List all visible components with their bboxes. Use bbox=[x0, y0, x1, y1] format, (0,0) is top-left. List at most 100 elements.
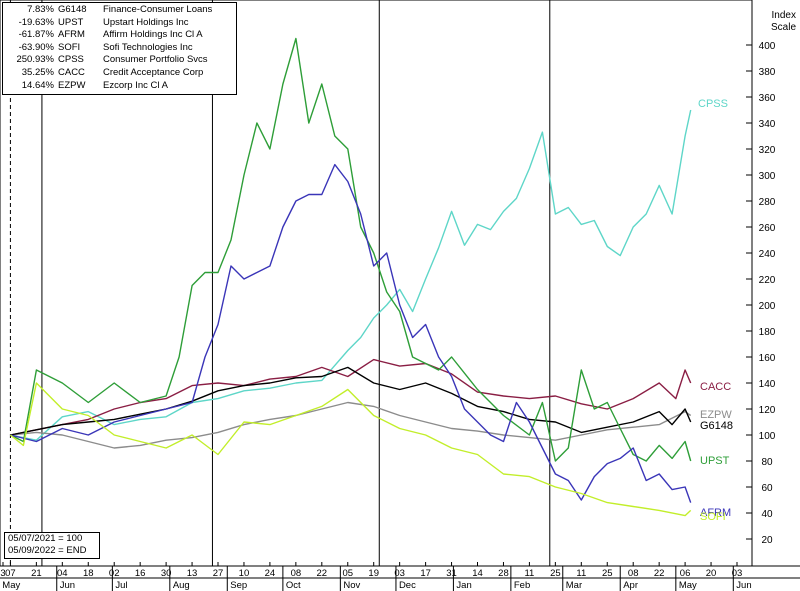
x-tick-label: 3 bbox=[0, 568, 5, 579]
y-axis-title-line: Scale bbox=[770, 22, 796, 33]
y-tick-label: 280 bbox=[759, 197, 776, 208]
series-label-sofi: SOFI bbox=[700, 511, 726, 523]
legend-percent-change: 7.83% bbox=[27, 4, 54, 15]
legend-percent-change: -19.63% bbox=[18, 16, 54, 28]
x-tick-label: 06 bbox=[680, 568, 691, 579]
month-label: Oct bbox=[286, 580, 301, 591]
series-label-afrm: AFRM bbox=[700, 507, 731, 519]
x-tick-label: 22 bbox=[317, 568, 328, 579]
x-tick-label: 24 bbox=[265, 568, 276, 579]
month-label: Dec bbox=[399, 580, 416, 591]
legend-symbol: AFRM bbox=[58, 29, 85, 41]
x-tick-label: 04 bbox=[57, 568, 68, 579]
y-tick-label: 300 bbox=[759, 171, 776, 182]
x-tick-label: 08 bbox=[291, 568, 302, 579]
x-tick-label: 18 bbox=[83, 568, 94, 579]
month-label: May bbox=[679, 580, 697, 591]
x-tick-label: 10 bbox=[239, 568, 250, 579]
legend-symbol: G6148 bbox=[58, 4, 87, 15]
x-tick-label: 16 bbox=[135, 568, 146, 579]
x-tick-label: 21 bbox=[31, 568, 42, 579]
series-label-cacc: CACC bbox=[700, 381, 731, 393]
legend-percent-change: 35.25% bbox=[21, 67, 54, 78]
series-label-upst: UPST bbox=[700, 455, 730, 467]
y-tick-label: 20 bbox=[761, 535, 773, 546]
legend-symbol: SOFI bbox=[58, 41, 81, 53]
y-tick-label: 40 bbox=[761, 509, 773, 520]
y-tick-label: 340 bbox=[759, 119, 776, 130]
x-tick-label: 30 bbox=[161, 568, 172, 579]
month-label: Jan bbox=[456, 580, 471, 591]
legend-symbol: CPSS bbox=[58, 54, 84, 66]
month-label: Nov bbox=[343, 580, 360, 591]
y-tick-label: 200 bbox=[759, 301, 776, 312]
y-tick-label: 240 bbox=[759, 249, 776, 260]
y-tick-label: 80 bbox=[761, 457, 773, 468]
legend-symbol: UPST bbox=[58, 16, 84, 28]
y-tick-label: 400 bbox=[759, 41, 776, 52]
month-label: Aug bbox=[173, 580, 190, 591]
y-tick-label: 260 bbox=[759, 223, 776, 234]
x-tick-label: 25 bbox=[602, 568, 613, 579]
series-line-cpss bbox=[10, 109, 692, 441]
x-tick-label: 07 bbox=[5, 568, 16, 579]
x-tick-label: 03 bbox=[394, 568, 405, 579]
x-tick-label: 17 bbox=[420, 568, 431, 579]
legend-company-name: Sofi Technologies Inc bbox=[103, 41, 193, 53]
y-tick-label: 220 bbox=[759, 275, 776, 286]
y-tick-label: 120 bbox=[759, 405, 776, 416]
y-tick-label: 140 bbox=[759, 379, 776, 390]
month-label: May bbox=[2, 580, 20, 591]
y-tick-label: 100 bbox=[759, 431, 776, 442]
y-tick-label: 160 bbox=[759, 353, 776, 364]
x-tick-label: 28 bbox=[498, 568, 509, 579]
legend-percent-change: 250.93% bbox=[16, 54, 54, 66]
month-label: Apr bbox=[623, 580, 638, 591]
x-axis: 3 07 21 04 18 02 16 30 13 27 10 24 08 22 05 19 03 17 31 14 2… bbox=[0, 562, 800, 591]
y-tick-label: 380 bbox=[759, 67, 776, 78]
x-tick-label: 03 bbox=[732, 568, 743, 579]
series-line-g6148 bbox=[10, 366, 692, 436]
series-line-afrm bbox=[10, 163, 692, 503]
x-tick-label: 25 bbox=[550, 568, 561, 579]
month-label: Mar bbox=[566, 580, 582, 591]
series-label-ezpw: EZPW bbox=[700, 409, 732, 421]
month-label: Jun bbox=[736, 580, 751, 591]
series-label-cpss: CPSS bbox=[698, 98, 728, 110]
end-date-label: 05/09/2022 = END bbox=[8, 545, 87, 556]
legend-symbol: EZPW bbox=[58, 79, 86, 91]
x-tick-label: 02 bbox=[109, 568, 120, 579]
x-tick-label: 11 bbox=[524, 568, 534, 579]
month-label: Sep bbox=[230, 580, 247, 591]
y-tick-label: 180 bbox=[759, 327, 776, 338]
y-tick-label: 60 bbox=[761, 483, 773, 494]
y-tick-label: 320 bbox=[759, 145, 776, 156]
x-tick-label: 19 bbox=[368, 568, 379, 579]
y-axis: 20 40 60 80 100 120 140 160 180 200 220 240 260 280 30… bbox=[746, 41, 776, 546]
series-line-cacc bbox=[10, 358, 692, 436]
x-tick-label: 27 bbox=[213, 568, 224, 579]
month-label: Jul bbox=[115, 580, 127, 591]
x-tick-label: 14 bbox=[472, 568, 483, 579]
series-line-ezpw bbox=[10, 401, 692, 449]
x-tick-label: 22 bbox=[654, 568, 665, 579]
series-lines bbox=[9, 37, 692, 517]
x-tick-label: 20 bbox=[706, 568, 717, 579]
x-tick-label: 11 bbox=[576, 568, 586, 579]
legend: 7.83% G6148 Finance-Consumer Loans -19.63% U… bbox=[2, 2, 237, 95]
x-tick-label: 31 bbox=[446, 568, 457, 579]
month-label: Feb bbox=[514, 580, 530, 591]
base-date-label: 05/07/2021 = 100 bbox=[8, 533, 83, 544]
x-tick-label: 05 bbox=[342, 568, 353, 579]
base-info-box: 05/07/2021 = 100 05/09/2022 = END bbox=[4, 532, 100, 559]
y-tick-label: 360 bbox=[759, 93, 776, 104]
legend-symbol: CACC bbox=[58, 67, 85, 78]
legend-company-name: Credit Acceptance Corp bbox=[103, 67, 204, 78]
series-line-sofi bbox=[9, 382, 692, 517]
legend-company-name: Consumer Portfolio Svcs bbox=[103, 54, 208, 66]
x-tick-label: 13 bbox=[187, 568, 198, 579]
legend-percent-change: -61.87% bbox=[18, 29, 54, 41]
legend-company-name: Ezcorp Inc Cl A bbox=[103, 79, 168, 91]
y-axis-title-line: Index bbox=[771, 10, 796, 21]
